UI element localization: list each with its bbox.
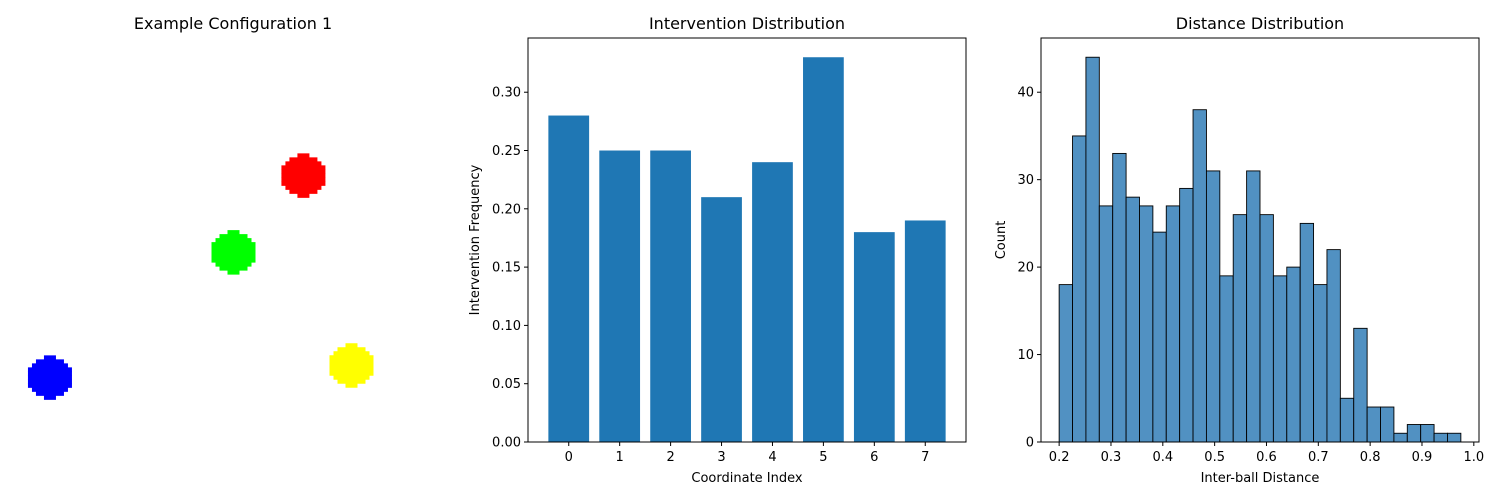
- histogram-bar-11: [1205, 170, 1221, 443]
- distance-x-tick-label: 0.4: [1152, 450, 1173, 465]
- distance-x-label: Inter-ball Distance: [1201, 471, 1320, 486]
- distance-x-tick-label: 0.2: [1049, 450, 1070, 465]
- histogram-bar-27: [1420, 424, 1435, 443]
- intervention-x-label: Coordinate Index: [691, 471, 802, 486]
- histogram-bar-1: [1072, 135, 1087, 443]
- intervention-x-tick-label: 6: [870, 450, 878, 465]
- intervention-y-tick-label: 0.20: [492, 202, 521, 217]
- intervention-y-ticks: 0.00 0.05 0.10 0.15 0.20 0.25 0.30: [492, 86, 528, 451]
- distance-x-ticks: 0.2 0.3 0.4 0.5 0.6 0.7 0.8 0.9 1.0: [1049, 442, 1484, 465]
- histogram-bar-10: [1192, 109, 1207, 443]
- distance-y-tick-label: 40: [1017, 86, 1034, 101]
- histogram-bar-4: [1112, 152, 1127, 443]
- distance-x-tick-label: 0.5: [1204, 450, 1225, 465]
- histogram-bar-6: [1139, 205, 1154, 443]
- histogram-bar-28: [1433, 432, 1448, 443]
- intervention-x-tick-label: 7: [921, 450, 929, 465]
- histogram-bar-15: [1259, 214, 1274, 443]
- intervention-x-ticks: 0 1 2 3 4 5 6 7: [565, 442, 929, 465]
- intervention-bar-3: [701, 197, 742, 442]
- ball-green: [211, 230, 256, 275]
- intervention-bar-5: [803, 57, 844, 442]
- histogram-bar-13: [1232, 214, 1248, 443]
- histogram-bar-19: [1313, 284, 1328, 443]
- intervention-axes-frame: [527, 37, 967, 443]
- intervention-bar-7: [904, 220, 946, 442]
- distance-y-tick-label: 0: [1026, 436, 1034, 451]
- histogram-bar-7: [1152, 231, 1167, 443]
- histogram-bar-16: [1272, 275, 1288, 443]
- intervention-y-tick-label: 0.05: [492, 377, 521, 392]
- intervention-x-tick-label: 4: [768, 450, 776, 465]
- histogram-bar-5: [1125, 196, 1140, 443]
- histogram-bar-26: [1406, 424, 1422, 443]
- configuration-panel: Example Configuration 1: [27, 14, 374, 400]
- histogram-bar-3: [1098, 205, 1114, 443]
- distance-axes-frame: [1040, 37, 1480, 443]
- intervention-y-label: Intervention Frequency: [468, 164, 483, 315]
- intervention-title: Intervention Distribution: [649, 14, 845, 33]
- histogram-bar-25: [1393, 432, 1408, 443]
- distance-y-tick-label: 20: [1017, 261, 1034, 276]
- intervention-bar-2: [650, 150, 691, 442]
- balls-layer: [27, 153, 374, 400]
- distance-x-tick-label: 0.6: [1256, 450, 1277, 465]
- distance-x-tick-label: 0.7: [1308, 450, 1329, 465]
- distance-x-tick-label: 1.0: [1463, 450, 1484, 465]
- intervention-bars: [548, 57, 946, 443]
- ball-red: [281, 153, 326, 198]
- intervention-bar-1: [599, 150, 641, 442]
- histogram-bar-12: [1219, 275, 1234, 443]
- intervention-y-tick-label: 0.00: [492, 436, 521, 451]
- distance-x-tick-label: 0.3: [1101, 450, 1122, 465]
- histogram-bar-21: [1339, 397, 1355, 443]
- intervention-x-tick-label: 2: [666, 450, 674, 465]
- distance-x-tick-label: 0.8: [1360, 450, 1381, 465]
- histogram-bar-24: [1380, 406, 1395, 443]
- intervention-y-tick-label: 0.15: [492, 261, 521, 276]
- intervention-y-tick-label: 0.10: [492, 319, 521, 334]
- histogram-bar-22: [1353, 327, 1368, 443]
- ball-yellow: [329, 343, 374, 388]
- histogram-bar-23: [1366, 406, 1381, 443]
- histogram-bar-2: [1085, 56, 1100, 443]
- histogram-bar-8: [1165, 205, 1181, 443]
- intervention-bar-4: [752, 162, 793, 442]
- intervention-x-tick-label: 0: [565, 450, 573, 465]
- histogram-bar-17: [1286, 266, 1301, 443]
- distance-y-tick-label: 30: [1017, 173, 1034, 188]
- distance-y-tick-label: 10: [1017, 348, 1034, 363]
- distance-x-tick-label: 0.9: [1412, 450, 1433, 465]
- histogram-bar-20: [1326, 249, 1341, 443]
- distance-panel: Distance Distribution 0.2 0.3 0.4 0.5 0.6 0.7…: [994, 14, 1484, 486]
- histogram-bar-14: [1246, 170, 1261, 443]
- ball-blue: [27, 355, 72, 400]
- histogram-bar-18: [1299, 222, 1315, 443]
- histogram-bar-9: [1179, 187, 1194, 443]
- distance-title: Distance Distribution: [1176, 14, 1344, 33]
- intervention-x-tick-label: 1: [616, 450, 624, 465]
- intervention-x-tick-label: 5: [819, 450, 827, 465]
- histogram-bar-0: [1058, 284, 1073, 443]
- histogram-bar-29: [1447, 432, 1462, 443]
- intervention-bar-6: [853, 232, 895, 442]
- configuration-title: Example Configuration 1: [134, 14, 332, 33]
- intervention-bar-0: [548, 115, 590, 443]
- distance-y-label: Count: [994, 221, 1009, 260]
- intervention-x-tick-label: 3: [717, 450, 725, 465]
- distance-histogram-bars: [1058, 56, 1462, 443]
- intervention-y-tick-label: 0.25: [492, 144, 521, 159]
- intervention-y-tick-label: 0.30: [492, 86, 521, 101]
- distance-y-ticks: 0 10 20 30 40: [1017, 86, 1041, 451]
